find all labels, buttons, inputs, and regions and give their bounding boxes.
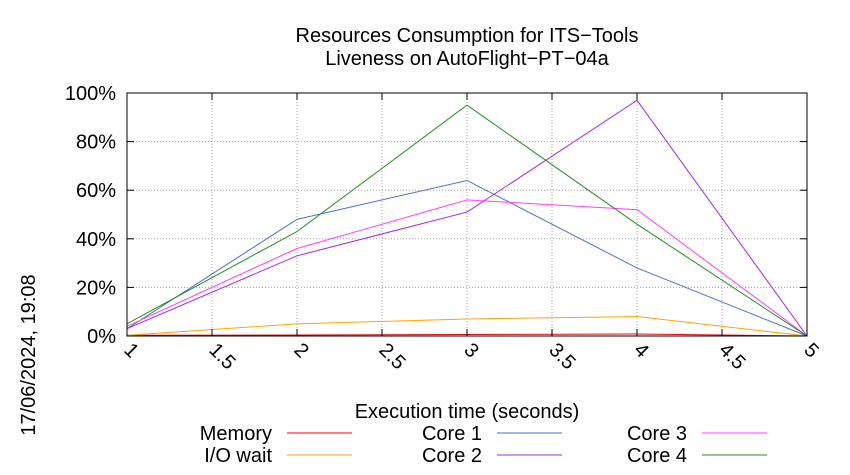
x-tick-label: 4.5	[714, 339, 749, 374]
series-line-core-1	[126, 179, 808, 337]
x-tick-label: 3	[459, 339, 482, 362]
x-axis-label: Execution time (seconds)	[355, 401, 580, 423]
legend-label-memory: Memory	[200, 423, 272, 445]
x-tick-label: 1	[119, 339, 142, 362]
chart-title-line-1: Resources Consumption for ITS−Tools	[296, 25, 639, 47]
series-line-i-o-wait	[126, 316, 808, 337]
legend-label-core-2: Core 2	[422, 445, 482, 467]
x-tick-label: 4	[629, 339, 652, 362]
x-tick-label: 1.5	[204, 339, 239, 374]
timestamp-label: 17/06/2024, 19:08	[18, 274, 40, 435]
y-tick-label: 80%	[76, 132, 116, 154]
y-tick-label: 20%	[76, 277, 116, 299]
grid-lines	[127, 93, 807, 336]
series-lines	[126, 99, 808, 337]
y-tick-label: 40%	[76, 229, 116, 251]
legend-label-core-3: Core 3	[627, 423, 687, 445]
x-tick-label: 3.5	[544, 339, 579, 374]
series-line-core-3	[126, 199, 808, 337]
series-line-core-2	[126, 99, 808, 337]
y-tick-label: 60%	[76, 180, 116, 202]
x-axis-ticks: 1 1.5 2 2.5 3 3.5 4 4.5 5	[119, 93, 823, 374]
legend-label-core-1: Core 1	[422, 423, 482, 445]
chart-title-line-2: Liveness on AutoFlight−PT−04a	[325, 48, 609, 70]
x-tick-label: 5	[799, 339, 822, 362]
legend-label-i-o-wait: I/O wait	[204, 445, 272, 467]
x-tick-label: 2	[289, 339, 312, 362]
x-tick-label: 2.5	[374, 339, 409, 374]
y-tick-label: 100%	[65, 83, 116, 105]
y-axis-ticks: 0% 20% 40% 60% 80% 100%	[65, 83, 807, 348]
series-line-core-4	[126, 104, 808, 337]
legend-label-core-4: Core 4	[627, 445, 687, 467]
y-tick-label: 0%	[87, 326, 116, 348]
